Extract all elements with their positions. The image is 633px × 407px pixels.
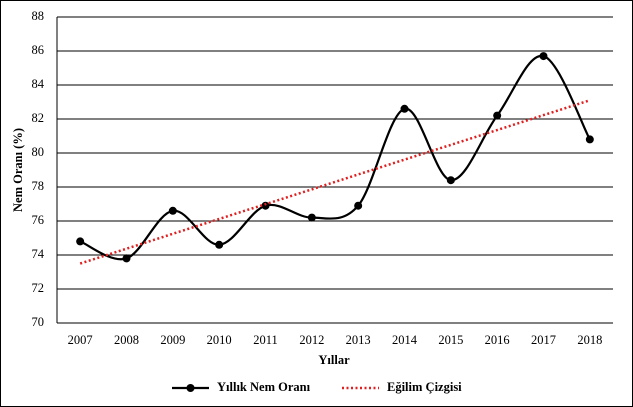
data-point xyxy=(122,254,131,263)
y-tick-label: 88 xyxy=(32,9,45,23)
x-tick-label: 2017 xyxy=(531,333,556,347)
data-point xyxy=(215,240,224,249)
series-line xyxy=(79,99,591,265)
y-tick-label: 74 xyxy=(32,247,45,261)
x-tick-label: 2011 xyxy=(253,333,278,347)
y-tick-label: 76 xyxy=(32,213,45,227)
x-tick-label: 2015 xyxy=(438,333,463,347)
data-point xyxy=(585,135,594,144)
x-tick-label: 2014 xyxy=(392,333,418,347)
x-tick-label: 2007 xyxy=(68,333,93,347)
x-axis-title: Yıllar xyxy=(318,353,350,367)
x-tick-label: 2010 xyxy=(207,333,232,347)
data-point xyxy=(261,201,270,210)
y-tick-label: 70 xyxy=(32,315,45,329)
legend-marker xyxy=(186,384,195,392)
legend-label: Eğilim Çizgisi xyxy=(387,380,462,394)
data-point xyxy=(76,237,85,246)
x-tick-label: 2008 xyxy=(114,333,139,347)
y-axis-title: Nem Oranı (%) xyxy=(11,128,25,212)
y-tick-label: 86 xyxy=(32,43,45,57)
data-point xyxy=(354,201,363,210)
y-tick-label: 78 xyxy=(32,179,45,193)
y-tick-label: 80 xyxy=(32,145,45,159)
data-point xyxy=(539,52,548,61)
y-tick-label: 82 xyxy=(32,111,45,125)
legend-label: Yıllık Nem Oranı xyxy=(217,380,311,394)
data-point xyxy=(493,111,502,120)
x-tick-label: 2009 xyxy=(160,333,185,347)
x-tick-label: 2012 xyxy=(299,333,324,347)
x-tick-label: 2018 xyxy=(577,333,602,347)
data-point xyxy=(307,213,316,222)
data-point xyxy=(168,206,177,215)
data-point xyxy=(400,104,409,113)
y-tick-label: 84 xyxy=(32,77,45,91)
y-tick-label: 72 xyxy=(32,281,45,295)
data-point xyxy=(446,176,455,185)
x-tick-label: 2013 xyxy=(346,333,371,347)
x-tick-label: 2016 xyxy=(485,333,510,347)
